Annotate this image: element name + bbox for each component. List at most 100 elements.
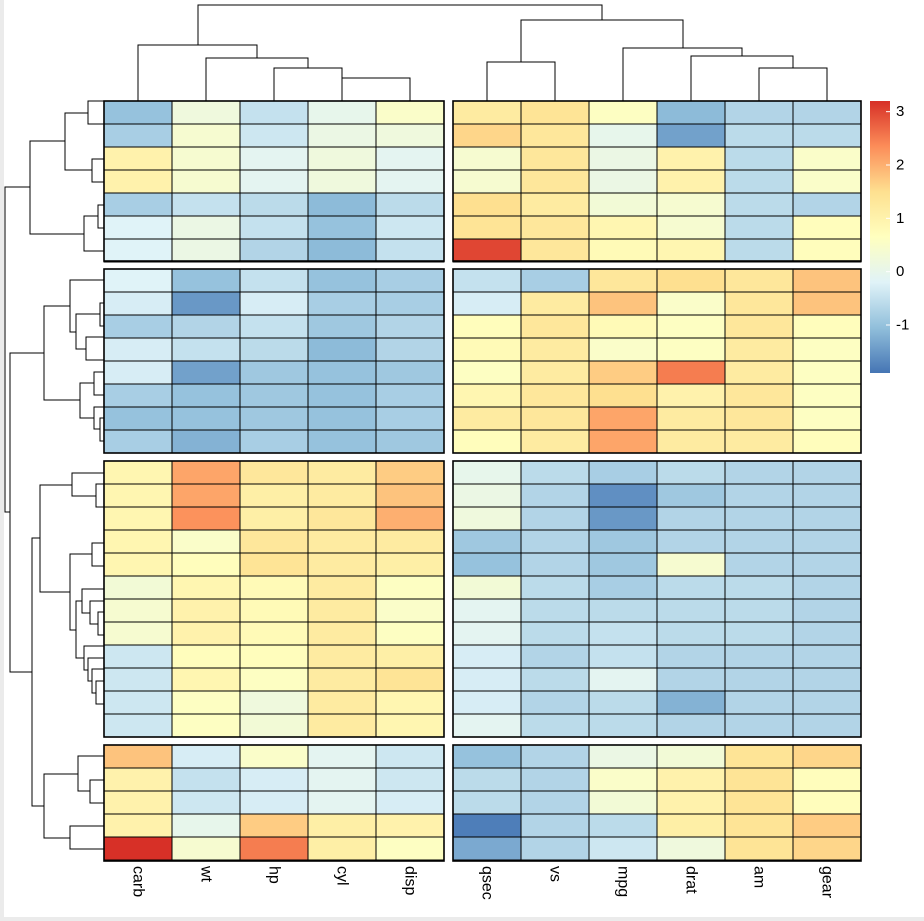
heatmap-cell: [375, 406, 445, 431]
heatmap-cell: [375, 169, 445, 194]
heatmap-cell: [792, 192, 862, 217]
heatmap-cell: [171, 529, 241, 554]
heatmap-cell: [452, 215, 522, 240]
column-labels: carb wt hp cyl disp qsec vs mpg drat am gear: [130, 865, 836, 900]
row-dendrogram: [4, 100, 104, 850]
heatmap-cell: [724, 406, 794, 431]
heatmap-cell: [724, 429, 794, 454]
heatmap-cell: [792, 406, 862, 431]
heatmap-cell: [103, 813, 173, 838]
heatmap-cell: [792, 268, 862, 293]
heatmap-cell: [239, 552, 309, 577]
heatmap-cell: [307, 575, 377, 600]
heatmap-cell: [239, 690, 309, 715]
heatmap-cell: [452, 192, 522, 217]
heatmap-cell: [103, 406, 173, 431]
heatmap-cell: [239, 169, 309, 194]
row-dendrogram-link: [91, 542, 104, 567]
heatmap-cell: [452, 529, 522, 554]
heatmap-cell: [724, 621, 794, 646]
heatmap-cell: [171, 813, 241, 838]
column-label: wt: [198, 865, 215, 883]
column-label: disp: [402, 866, 419, 895]
heatmap-block: [452, 744, 862, 862]
heatmap-cell: [103, 552, 173, 577]
heatmap-cells: [103, 100, 862, 861]
heatmap-cell: [656, 360, 726, 385]
heatmap-cell: [375, 598, 445, 623]
heatmap-cell: [588, 813, 658, 838]
heatmap-cell: [520, 100, 590, 125]
heatmap-cell: [171, 598, 241, 623]
heatmap-cell: [588, 744, 658, 769]
heatmap-cell: [375, 713, 445, 738]
heatmap-cell: [724, 713, 794, 738]
heatmap-cell: [520, 291, 590, 316]
heatmap-cell: [656, 552, 726, 577]
heatmap-cell: [792, 621, 862, 646]
heatmap-cell: [375, 123, 445, 148]
heatmap-cell: [656, 192, 726, 217]
heatmap-cell: [452, 713, 522, 738]
column-label: am: [751, 866, 768, 888]
heatmap-cell: [724, 291, 794, 316]
heatmap-cell: [171, 429, 241, 454]
heatmap-cell: [307, 621, 377, 646]
column-dendrogram: [137, 4, 828, 101]
heatmap-cell: [171, 360, 241, 385]
heatmap-cell: [307, 100, 377, 125]
heatmap-cell: [656, 268, 726, 293]
heatmap-cell: [239, 123, 309, 148]
heatmap-cell: [588, 767, 658, 792]
window-border-bottom: [0, 917, 924, 921]
heatmap-cell: [307, 767, 377, 792]
heatmap-cell: [239, 598, 309, 623]
heatmap-cell: [520, 238, 590, 263]
heatmap-cell: [792, 146, 862, 171]
column-dendrogram-link: [486, 61, 556, 101]
heatmap-cell: [103, 644, 173, 669]
heatmap-cell: [239, 406, 309, 431]
heatmap-cell: [171, 169, 241, 194]
heatmap-cell: [724, 460, 794, 485]
heatmap-cell: [103, 192, 173, 217]
heatmap-block: [452, 268, 862, 454]
heatmap-cell: [103, 575, 173, 600]
heatmap-cell: [452, 337, 522, 362]
heatmap-cell: [171, 575, 241, 600]
heatmap-cell: [103, 429, 173, 454]
row-dendrogram-link: [69, 553, 92, 631]
heatmap-cell: [520, 483, 590, 508]
heatmap-cell: [520, 506, 590, 531]
heatmap-cell: [792, 767, 862, 792]
heatmap-cell: [375, 644, 445, 669]
heatmap-cell: [452, 836, 522, 861]
column-label: cyl: [334, 866, 351, 886]
heatmap-cell: [724, 836, 794, 861]
heatmap-cell: [452, 314, 522, 339]
heatmap-cell: [520, 215, 590, 240]
heatmap-cell: [656, 123, 726, 148]
heatmap-cell: [520, 575, 590, 600]
heatmap-cell: [792, 123, 862, 148]
heatmap-cell: [656, 767, 726, 792]
heatmap-cell: [307, 268, 377, 293]
heatmap-cell: [656, 667, 726, 692]
heatmap-cell: [239, 215, 309, 240]
heatmap-cell: [103, 713, 173, 738]
heatmap-cell: [239, 575, 309, 600]
column-label: hp: [266, 866, 283, 884]
heatmap-cell: [239, 644, 309, 669]
row-dendrogram-link: [95, 483, 104, 508]
heatmap-cell: [375, 192, 445, 217]
row-dendrogram-link: [91, 158, 104, 183]
heatmap-cell: [520, 790, 590, 815]
heatmap-cell: [307, 337, 377, 362]
heatmap-cell: [307, 483, 377, 508]
heatmap-cell: [792, 667, 862, 692]
row-dendrogram-link: [93, 371, 104, 396]
heatmap-cell: [452, 123, 522, 148]
heatmap-cell: [724, 790, 794, 815]
heatmap-cell: [239, 713, 309, 738]
